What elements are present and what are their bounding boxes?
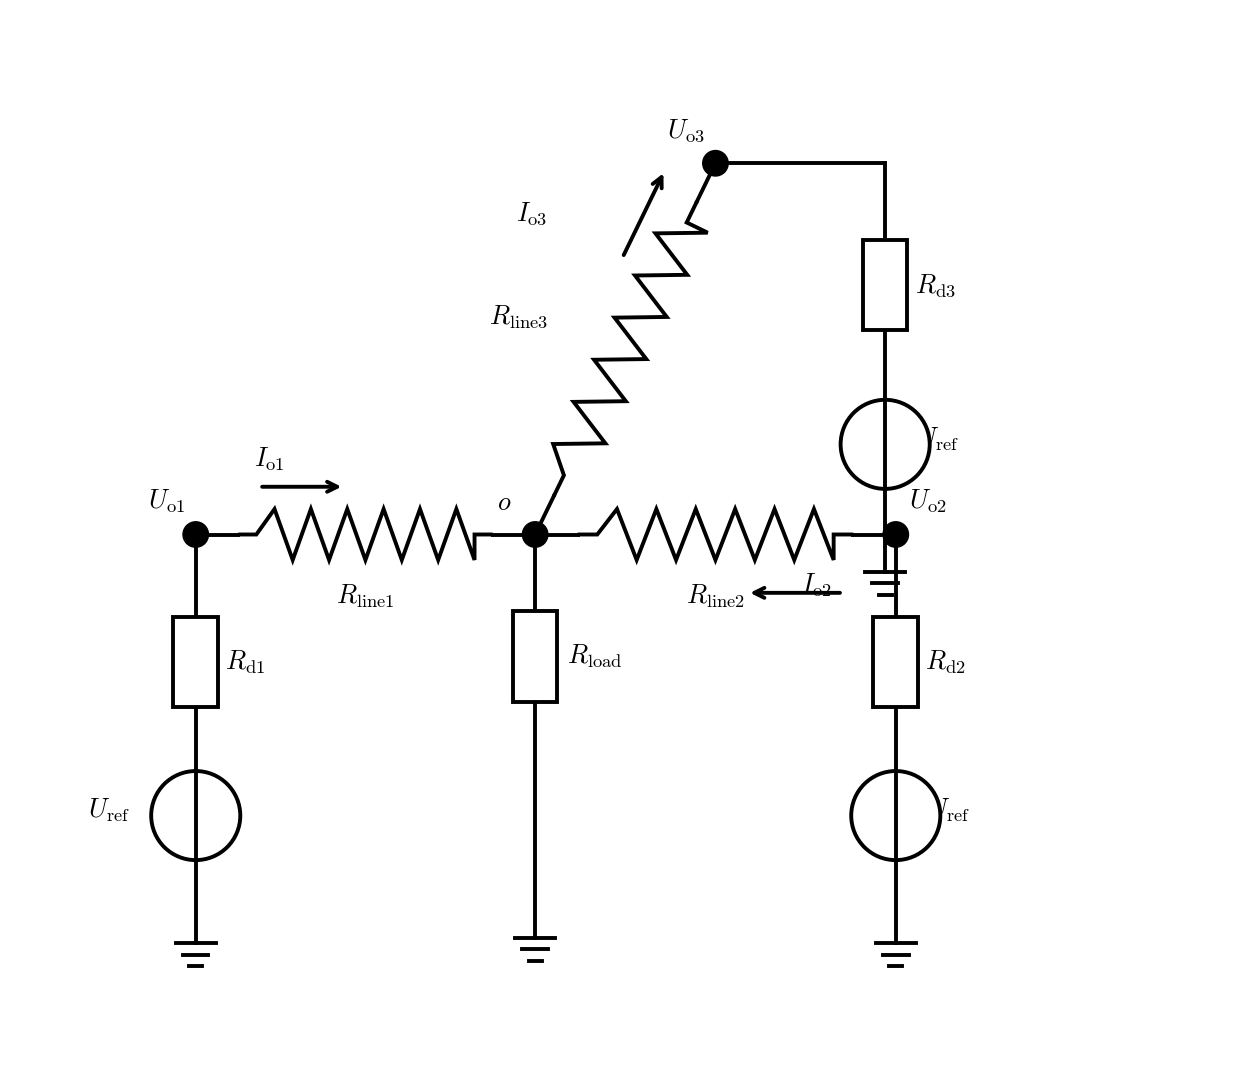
- Text: $I_{\mathrm{o3}}$: $I_{\mathrm{o3}}$: [516, 200, 547, 227]
- Text: $U_{\mathrm{o1}}$: $U_{\mathrm{o1}}$: [148, 487, 185, 515]
- Text: $I_{\mathrm{o1}}$: $I_{\mathrm{o1}}$: [254, 446, 285, 472]
- Bar: [863, 241, 908, 330]
- Text: $R_{\mathrm{d3}}$: $R_{\mathrm{d3}}$: [915, 272, 956, 298]
- Text: $U_{\mathrm{o3}}$: $U_{\mathrm{o3}}$: [667, 118, 704, 144]
- Text: $R_{\mathrm{line3}}$: $R_{\mathrm{line3}}$: [489, 303, 548, 330]
- Text: $o$: $o$: [497, 491, 512, 515]
- Circle shape: [851, 771, 940, 861]
- Circle shape: [522, 522, 548, 547]
- Bar: [513, 611, 558, 701]
- Circle shape: [184, 522, 208, 547]
- Text: $U_{\mathrm{ref}}$: $U_{\mathrm{ref}}$: [928, 796, 970, 824]
- Text: $R_{\mathrm{d2}}$: $R_{\mathrm{d2}}$: [925, 648, 966, 676]
- Text: $R_{\mathrm{d1}}$: $R_{\mathrm{d1}}$: [226, 648, 265, 676]
- Circle shape: [841, 400, 930, 489]
- Text: $R_{\mathrm{load}}$: $R_{\mathrm{load}}$: [567, 642, 622, 670]
- Circle shape: [151, 771, 241, 861]
- Circle shape: [703, 151, 728, 176]
- Text: $U_{\mathrm{ref}}$: $U_{\mathrm{ref}}$: [88, 796, 130, 824]
- Text: $R_{\mathrm{line1}}$: $R_{\mathrm{line1}}$: [336, 583, 394, 609]
- Bar: [873, 617, 918, 707]
- Text: $U_{\mathrm{ref}}$: $U_{\mathrm{ref}}$: [918, 425, 959, 453]
- Text: $I_{\mathrm{o2}}$: $I_{\mathrm{o2}}$: [801, 572, 832, 599]
- Bar: [174, 617, 218, 707]
- Text: $R_{\mathrm{line2}}$: $R_{\mathrm{line2}}$: [686, 583, 745, 609]
- Text: $U_{\mathrm{o2}}$: $U_{\mathrm{o2}}$: [909, 487, 946, 515]
- Circle shape: [883, 522, 909, 547]
